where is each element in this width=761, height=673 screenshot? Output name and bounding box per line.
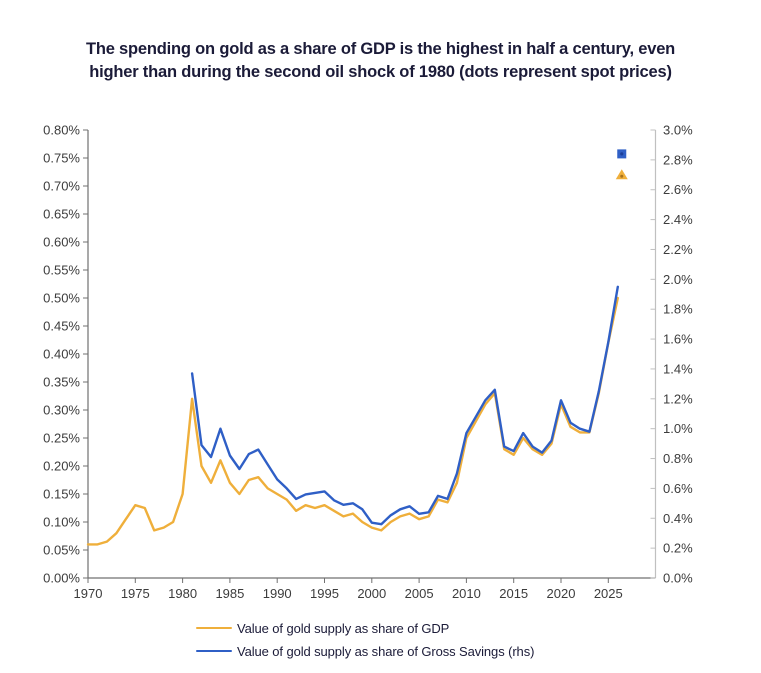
y-left-tick-label: 0.25% (43, 431, 80, 446)
y-left-tick-label: 0.00% (43, 571, 80, 586)
savings-spot-marker-core-icon (620, 152, 624, 156)
y-left-tick-label: 0.75% (43, 151, 80, 166)
y-right-tick-label: 0.4% (663, 511, 693, 526)
y-left-tick-label: 0.35% (43, 375, 80, 390)
y-right-tick-label: 1.2% (663, 391, 693, 406)
x-tick-label: 1990 (263, 586, 292, 601)
y-left-tick-label: 0.10% (43, 515, 80, 530)
chart-title-line-2: higher than during the second oil shock … (89, 63, 672, 81)
chart-title: The spending on gold as a share of GDP i… (0, 38, 761, 84)
y-left-tick-label: 0.50% (43, 291, 80, 306)
y-right-tick-label: 2.2% (663, 242, 693, 257)
chart-legend: Value of gold supply as share of GDP Val… (196, 620, 534, 659)
y-right-tick-label: 0.6% (663, 481, 693, 496)
y-left-tick-label: 0.60% (43, 235, 80, 250)
y-right-tick-label: 1.8% (663, 302, 693, 317)
x-tick-label: 1970 (74, 586, 103, 601)
y-left-tick-label: 0.65% (43, 207, 80, 222)
y-left-tick-label: 0.05% (43, 543, 80, 558)
y-right-tick-label: 0.8% (663, 451, 693, 466)
gdp-line (86, 296, 619, 546)
x-tick-label: 2000 (357, 586, 386, 601)
y-right-tick-label: 2.8% (663, 152, 693, 167)
y-right-tick-label: 2.6% (663, 182, 693, 197)
y-right-tick-label: 0.2% (663, 541, 693, 556)
x-tick-label: 2015 (499, 586, 528, 601)
legend-label-gdp: Value of gold supply as share of GDP (237, 620, 450, 636)
legend-item-savings: Value of gold supply as share of Gross S… (196, 643, 534, 659)
y-right-tick-label: 0.0% (663, 571, 693, 586)
y-left-tick-label: 0.40% (43, 347, 80, 362)
y-left-tick-label: 0.70% (43, 179, 80, 194)
gdp-spot-marker-core-icon (620, 174, 624, 178)
y-left-tick-label: 0.45% (43, 319, 80, 334)
savings-line-swatch-icon (196, 649, 232, 653)
y-right-tick-label: 2.4% (663, 212, 693, 227)
x-tick-label: 1995 (310, 586, 339, 601)
y-right-tick-label: 3.0% (663, 123, 693, 138)
gdp-spot-marker-icon (615, 169, 628, 180)
legend-item-gdp: Value of gold supply as share of GDP (196, 620, 534, 636)
legend-label-savings: Value of gold supply as share of Gross S… (237, 643, 535, 659)
y-left-tick-label: 0.20% (43, 459, 80, 474)
x-tick-label: 2020 (547, 586, 576, 601)
y-right-tick-label: 2.0% (663, 272, 693, 287)
x-tick-label: 1980 (168, 586, 197, 601)
chart-plot-area: 0.00% 0.05% 0.10% 0.15% 0.20% 0.25% 0.30% 0.35%… (43, 123, 693, 602)
y-left-tick-label: 0.80% (43, 123, 80, 138)
y-right-tick-label: 1.6% (663, 332, 693, 347)
x-tick-label: 2005 (405, 586, 434, 601)
y-left-tick-label: 0.30% (43, 403, 80, 418)
y-right-tick-label: 1.4% (663, 361, 693, 376)
chart-title-line-1: The spending on gold as a share of GDP i… (85, 40, 676, 58)
savings-line (190, 285, 619, 526)
gdp-line-swatch-icon (196, 626, 232, 630)
x-tick-label: 2010 (452, 586, 481, 601)
y-left-tick-label: 0.55% (43, 263, 80, 278)
x-tick-label: 1985 (215, 586, 244, 601)
y-left-tick-label: 0.15% (43, 487, 80, 502)
x-tick-label: 2025 (594, 586, 623, 601)
x-tick-label: 1975 (121, 586, 150, 601)
y-right-tick-label: 1.0% (663, 421, 693, 436)
